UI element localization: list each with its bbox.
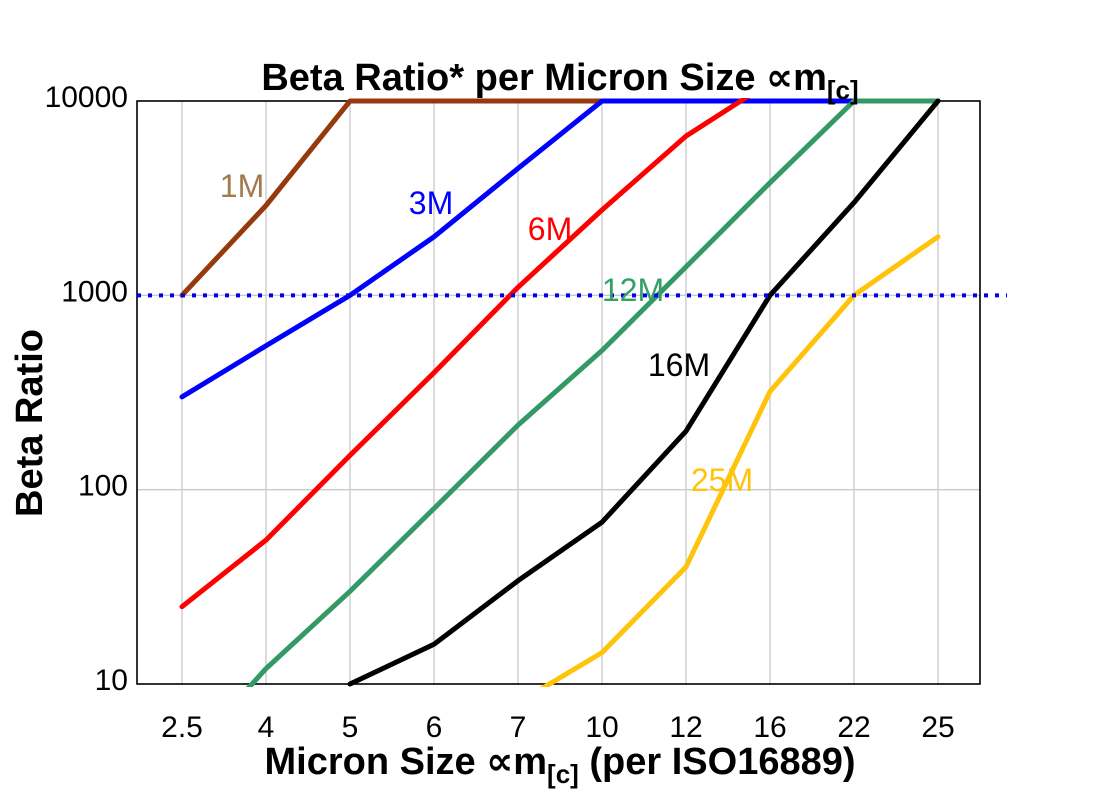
x-tick-label-22: 22 xyxy=(837,711,870,744)
x-tick-label-16: 16 xyxy=(753,711,786,744)
series-line-12M xyxy=(245,98,941,687)
series-label-25M: 25M xyxy=(691,462,753,498)
axis-labels-group: 10 100 1000 10000 2.5 4 5 6 7 10 12 16 22 25 xyxy=(45,81,955,744)
x-tick-label-7: 7 xyxy=(510,711,527,744)
y-tick-label-1000: 1000 xyxy=(61,275,128,308)
series-group xyxy=(179,98,941,687)
x-tick-label-5: 5 xyxy=(342,711,359,744)
series-label-16M: 16M xyxy=(648,347,710,383)
x-tick-label-4: 4 xyxy=(258,711,275,744)
x-axis-title: Micron Size ∝m[c] (per ISO16889) xyxy=(264,741,855,789)
series-line-25M xyxy=(539,234,941,687)
x-tick-label-6: 6 xyxy=(426,711,443,744)
series-label-12M: 12M xyxy=(602,272,664,308)
x-tick-label-2.5: 2.5 xyxy=(161,711,203,744)
titles-group: Beta Ratio* per Micron Size ∝m[c] Micron … xyxy=(9,57,859,789)
series-line-6M xyxy=(179,98,751,610)
series-labels-group: 1M 3M 6M 12M 16M 25M xyxy=(220,168,753,498)
chart-title: Beta Ratio* per Micron Size ∝m[c] xyxy=(261,57,858,105)
x-tick-label-25: 25 xyxy=(921,711,954,744)
x-tick-label-10: 10 xyxy=(585,711,618,744)
y-axis-title: Beta Ratio xyxy=(9,329,51,517)
y-tick-label-10: 10 xyxy=(95,664,128,697)
series-line-3M xyxy=(179,98,941,400)
series-label-3M: 3M xyxy=(409,185,453,221)
series-line-1M xyxy=(179,98,605,298)
y-tick-label-100: 100 xyxy=(78,470,128,503)
series-label-1M: 1M xyxy=(220,168,264,204)
series-label-6M: 6M xyxy=(528,211,572,247)
series-line-16M xyxy=(347,98,941,687)
gridlines-group xyxy=(137,101,980,684)
x-tick-label-12: 12 xyxy=(669,711,702,744)
y-tick-label-10000: 10000 xyxy=(45,81,128,114)
